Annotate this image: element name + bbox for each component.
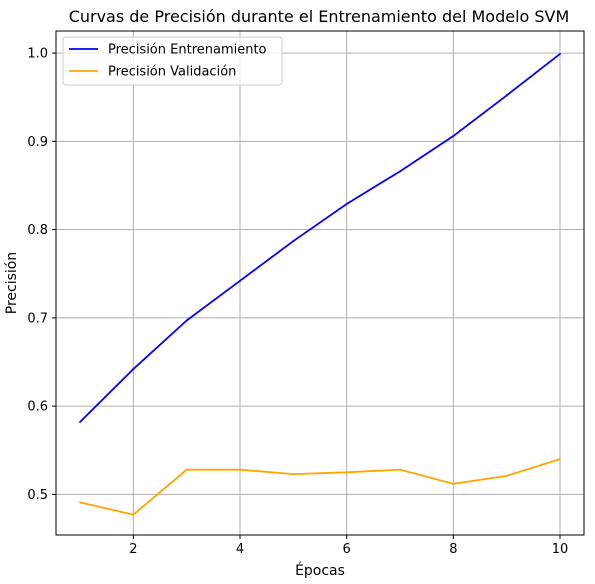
series-lines — [79, 53, 561, 516]
data-point — [185, 468, 188, 471]
data-point — [132, 513, 135, 516]
x-tick-label: 2 — [129, 542, 137, 557]
data-point — [79, 421, 81, 423]
data-point — [399, 170, 401, 173]
legend-box — [62, 36, 283, 86]
data-point — [452, 135, 455, 137]
y-tick-label: 0.6 — [27, 400, 48, 415]
chart-title: Curvas de Precisión durante el Entrenami… — [69, 7, 570, 26]
x-tick-label: 10 — [552, 542, 569, 557]
data-point — [452, 482, 455, 485]
x-tick-label: 4 — [236, 542, 244, 557]
series-line-0 — [79, 53, 561, 423]
legend-label: Precisión Validación — [108, 65, 236, 80]
data-point — [505, 474, 508, 477]
legend-label: Precisión Entrenamiento — [108, 43, 267, 58]
y-axis-label: Precisión — [4, 252, 20, 314]
data-point — [292, 240, 295, 242]
data-point — [239, 279, 241, 282]
data-point — [292, 473, 295, 475]
y-tick-label: 0.8 — [27, 223, 48, 238]
data-point — [132, 368, 135, 370]
legend: Precisión Entrenamiento Precisión Validac… — [62, 36, 283, 86]
data-point — [79, 501, 81, 504]
data-point — [505, 94, 508, 97]
axis-ticks: 2 4 6 8 10 0.5 0.6 0.7 0.8 0.9 1.0 — [27, 47, 568, 557]
data-point — [399, 468, 401, 471]
data-point — [345, 471, 348, 474]
y-tick-label: 0.9 — [27, 135, 48, 150]
x-tick-label: 8 — [449, 542, 457, 557]
data-point — [345, 203, 348, 205]
data-point — [239, 468, 241, 471]
plot-frame — [55, 30, 585, 536]
y-tick-label: 0.5 — [27, 488, 48, 503]
grid — [56, 31, 584, 535]
y-tick-label: 1.0 — [27, 47, 48, 62]
data-point — [559, 53, 561, 55]
data-point — [559, 458, 561, 460]
series-line-1 — [79, 458, 561, 516]
x-axis-label: Épocas — [295, 562, 345, 579]
data-point — [185, 319, 188, 322]
y-tick-label: 0.7 — [27, 311, 48, 326]
x-tick-label: 6 — [343, 542, 351, 557]
